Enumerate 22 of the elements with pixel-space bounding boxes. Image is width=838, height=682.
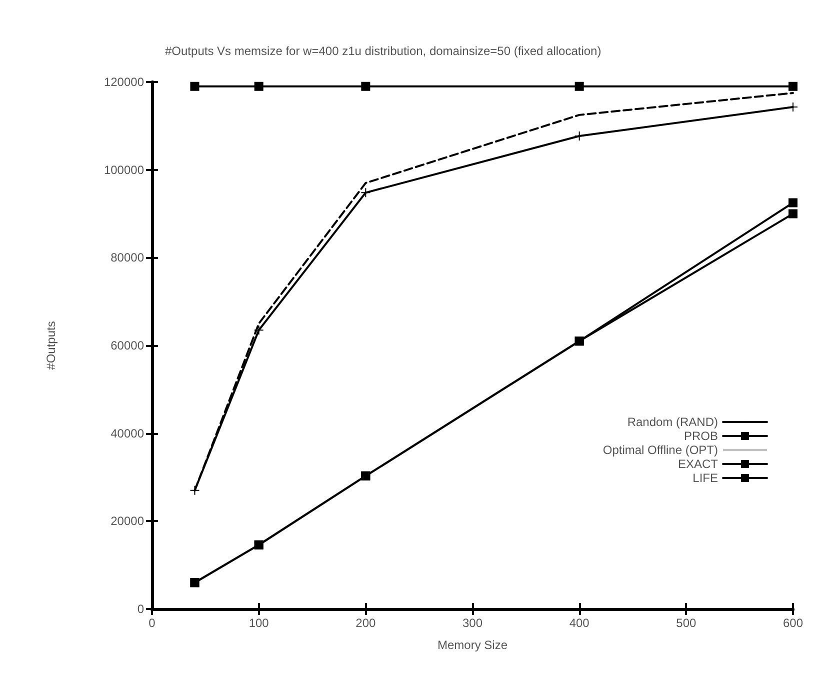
x-tick-label: 400 bbox=[569, 616, 590, 630]
y-axis-title: #Outputs bbox=[44, 321, 58, 370]
x-tick-label: 600 bbox=[782, 616, 804, 630]
x-tick-label: 0 bbox=[148, 616, 156, 630]
x-axis-title: Memory Size bbox=[437, 638, 508, 652]
x-tick-label: 500 bbox=[676, 616, 696, 630]
legend-label: Random (RAND) bbox=[627, 415, 718, 429]
x-tick-label: 200 bbox=[356, 616, 376, 630]
legend-label: EXACT bbox=[678, 457, 719, 471]
x-tick-label: 300 bbox=[462, 616, 483, 630]
y-tick-label: 120000 bbox=[104, 75, 144, 89]
legend-label: PROB bbox=[684, 429, 718, 443]
y-tick-label: 40000 bbox=[110, 426, 144, 440]
legend-label: LIFE bbox=[692, 471, 718, 485]
y-tick-label: 0 bbox=[137, 602, 144, 616]
x-tick-label: 100 bbox=[248, 616, 270, 630]
chart-title: #Outputs Vs memsize for w=400 z1u distribution, domainsize=50 (fixed allocation) bbox=[165, 44, 602, 58]
y-tick-label: 100000 bbox=[104, 162, 144, 177]
y-tick-label: 60000 bbox=[110, 338, 144, 352]
y-tick-label: 80000 bbox=[110, 250, 144, 265]
y-tick-label: 20000 bbox=[110, 514, 144, 528]
legend-label: Optimal Offline (OPT) bbox=[602, 443, 718, 457]
